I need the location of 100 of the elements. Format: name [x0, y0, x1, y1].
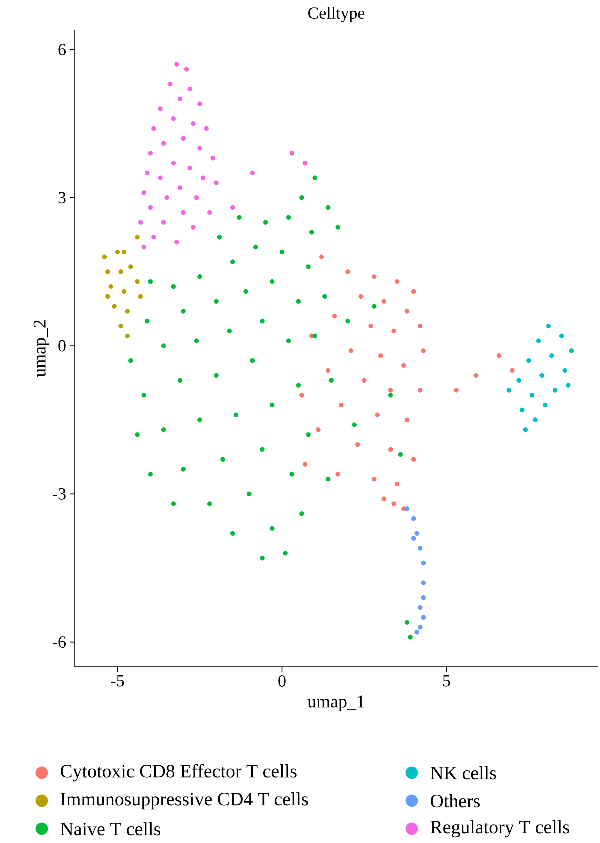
- point: [200, 176, 206, 181]
- point: [421, 615, 426, 620]
- point: [214, 180, 219, 186]
- point: [125, 309, 130, 314]
- legend-label: Cytotoxic CD8 Effector T cells: [60, 764, 297, 782]
- point: [550, 354, 554, 358]
- point: [506, 388, 512, 393]
- point: [392, 502, 396, 506]
- point: [158, 176, 163, 181]
- point: [198, 146, 202, 151]
- point: [536, 338, 542, 344]
- point: [516, 378, 522, 383]
- point: [378, 354, 384, 358]
- point: [112, 304, 117, 309]
- point: [161, 220, 166, 225]
- point: [138, 294, 144, 300]
- point: [375, 412, 380, 418]
- point: [142, 190, 146, 196]
- point: [533, 418, 538, 422]
- point: [392, 328, 396, 334]
- point: [569, 348, 574, 354]
- point: [382, 496, 387, 502]
- point: [194, 195, 200, 200]
- point: [496, 354, 502, 358]
- y-tick-label: 3: [58, 192, 66, 204]
- point: [372, 274, 377, 280]
- point: [404, 506, 410, 512]
- legend-label: Others: [430, 794, 480, 808]
- point: [388, 388, 394, 393]
- point: [411, 289, 416, 294]
- point: [316, 428, 321, 432]
- point: [174, 62, 180, 67]
- point: [332, 314, 338, 319]
- point: [540, 373, 544, 378]
- point: [368, 324, 374, 329]
- point: [566, 383, 571, 388]
- point: [158, 106, 163, 112]
- point: [402, 363, 406, 368]
- point: [414, 531, 420, 536]
- legend-label: Immunosuppressive CD4 T cells: [60, 792, 308, 810]
- point: [394, 279, 400, 284]
- x-axis-title: umap_1: [308, 696, 364, 712]
- point: [418, 324, 423, 329]
- point: [523, 428, 528, 432]
- point: [164, 195, 170, 200]
- point: [161, 141, 166, 146]
- point: [355, 442, 360, 448]
- x-tick-label: 5: [443, 676, 450, 687]
- point: [168, 82, 173, 87]
- point: [418, 605, 423, 610]
- point: [115, 250, 120, 255]
- point: [562, 368, 568, 374]
- point: [382, 299, 387, 304]
- y-tick-label: 0: [58, 340, 66, 352]
- point: [148, 205, 154, 210]
- point: [152, 234, 156, 240]
- point: [204, 126, 209, 132]
- point: [358, 294, 364, 300]
- point: [510, 368, 515, 374]
- point: [336, 472, 341, 477]
- point: [210, 156, 216, 161]
- point: [191, 225, 196, 230]
- point: [339, 402, 344, 408]
- point: [142, 244, 146, 250]
- legend-label: Regulatory T cells: [430, 820, 570, 838]
- point: [188, 166, 193, 171]
- y-tick-label: 6: [58, 44, 66, 56]
- legend-label: Naive T cells: [60, 822, 160, 836]
- point: [418, 625, 423, 630]
- point: [184, 67, 190, 72]
- chart-title: Celltype: [308, 7, 365, 22]
- point: [174, 240, 180, 245]
- point: [148, 151, 154, 156]
- point: [520, 408, 525, 413]
- y-tick-label: -6: [52, 636, 66, 648]
- point: [302, 462, 308, 467]
- point: [421, 560, 426, 566]
- point: [421, 595, 426, 600]
- point: [319, 254, 324, 260]
- point: [198, 102, 202, 106]
- point: [404, 309, 410, 314]
- point: [207, 210, 212, 216]
- point: [552, 388, 558, 393]
- point: [178, 186, 183, 190]
- point: [474, 373, 479, 378]
- point: [348, 348, 354, 354]
- point: [108, 284, 114, 290]
- x-tick-label: -5: [111, 676, 124, 687]
- point: [171, 160, 176, 166]
- point: [546, 324, 552, 329]
- point: [144, 170, 150, 176]
- legend-label: NK cells: [430, 766, 496, 780]
- point: [105, 270, 110, 274]
- point: [118, 270, 124, 274]
- point: [181, 136, 186, 142]
- point: [290, 151, 294, 156]
- point: [152, 126, 156, 132]
- x-tick-label: 0: [278, 676, 286, 687]
- point: [122, 250, 127, 255]
- point: [122, 289, 127, 294]
